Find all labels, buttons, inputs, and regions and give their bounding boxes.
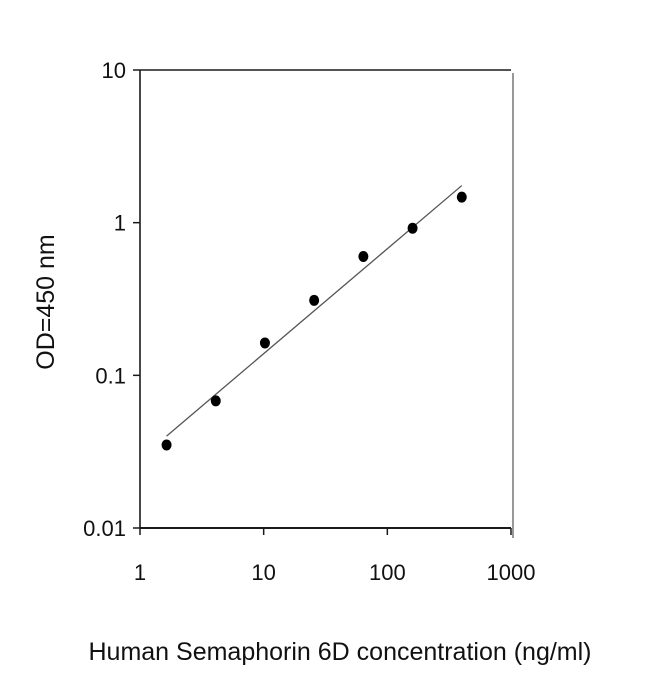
y-tick-label: 1 (114, 211, 126, 236)
y-tick-label: 0.1 (95, 363, 126, 388)
data-point (407, 222, 418, 234)
x-tick-label: 1000 (487, 560, 536, 585)
x-tick-label: 1 (134, 560, 146, 585)
data-point (309, 294, 320, 306)
x-axis-title: Human Semaphorin 6D concentration (ng/ml… (88, 638, 591, 666)
data-point (358, 251, 369, 263)
data-point (210, 395, 221, 407)
data-point (456, 191, 467, 203)
x-tick-label: 100 (369, 560, 406, 585)
y-axis-ticks: 0.01 0.1 1 10 (83, 58, 140, 541)
x-tick-label: 10 (251, 560, 275, 585)
data-point (161, 439, 172, 451)
x-axis-ticks: 1 10 100 1000 (134, 528, 536, 585)
y-axis-title: OD=450 nm (32, 234, 60, 370)
plot-frame (139, 69, 514, 538)
y-tick-label: 0.01 (83, 516, 126, 541)
data-point (259, 337, 270, 349)
y-tick-label: 10 (102, 58, 126, 83)
data-points (161, 191, 467, 451)
